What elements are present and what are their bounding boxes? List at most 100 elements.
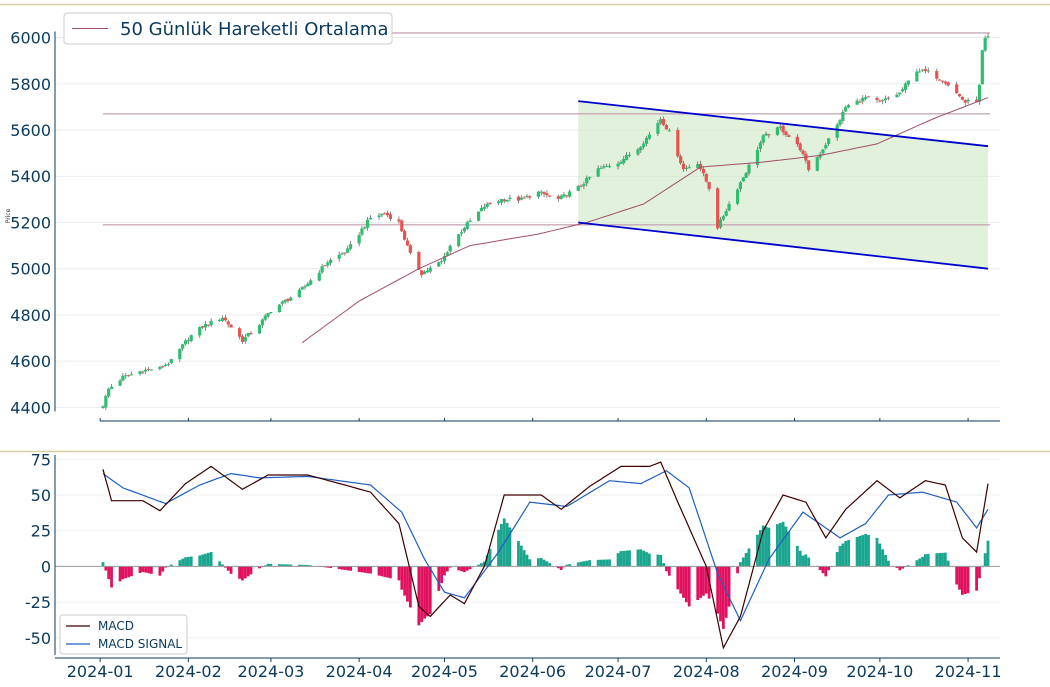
candle-body [104, 395, 108, 408]
macd-histogram-bar [206, 552, 210, 567]
macd-histogram-bar [576, 562, 580, 567]
macd-histogram-bar [867, 534, 870, 567]
macd-histogram-bar [568, 564, 572, 567]
macd-histogram-bar [443, 566, 446, 576]
macd-histogram-bar [835, 552, 839, 567]
macd-histogram-bar [329, 566, 333, 569]
macd-histogram-bar [110, 566, 113, 588]
macd-histogram-bar [283, 564, 287, 567]
macd-histogram-bar [460, 566, 463, 572]
macd-histogram-bar [457, 566, 461, 571]
candle-body [636, 149, 640, 155]
candle-body [559, 195, 563, 200]
macd-histogram-bar [505, 522, 509, 567]
macd-histogram-bar [747, 548, 751, 567]
macd-histogram-bar [741, 557, 745, 567]
macd-histogram-bar [986, 540, 990, 567]
macd-histogram-bar [337, 566, 341, 570]
candle-body [525, 195, 529, 197]
candle-body [320, 266, 324, 273]
macd-histogram-bar [445, 566, 449, 572]
candle-body [499, 198, 503, 203]
macd-histogram-bar [667, 566, 671, 576]
macd-histogram-bar [579, 561, 583, 567]
macd-histogram-bar [642, 550, 646, 567]
candle-body [397, 219, 401, 222]
price-legend-box [63, 12, 393, 45]
price-tick-label: 5000 [10, 260, 51, 279]
candle-body [926, 70, 930, 72]
candle-body [835, 124, 839, 138]
candle-body [966, 99, 970, 102]
candle-body [866, 96, 871, 98]
candle-body [203, 324, 208, 328]
macd-histogram-bar [363, 566, 367, 573]
macd-histogram-bar [380, 566, 384, 577]
macd-histogram-bar [858, 535, 862, 567]
macd-histogram-bar [517, 541, 520, 567]
macd-histogram-bar [423, 566, 426, 619]
macd-histogram-bar [684, 566, 688, 603]
macd-histogram-bar [556, 566, 560, 569]
macd-histogram-bar [978, 566, 981, 579]
macd-histogram-bar [588, 560, 592, 567]
candle-body [440, 261, 444, 263]
price-tick-label: 5800 [10, 75, 51, 94]
macd-histogram-bar [841, 543, 845, 567]
candle-body [846, 105, 851, 108]
candle-body [588, 176, 592, 179]
macd-histogram-bar [926, 553, 930, 567]
candle-body [383, 213, 387, 215]
candle-body [297, 289, 301, 298]
candle-body [755, 149, 760, 165]
macd-histogram-bar [758, 530, 762, 567]
candle-body [448, 245, 452, 252]
candle-body [468, 220, 472, 222]
macd-histogram-bar [346, 566, 350, 571]
candle-body [895, 94, 899, 98]
macd-histogram-bar [807, 557, 811, 567]
candle-body [528, 196, 532, 198]
macd-histogram-bar [201, 554, 204, 567]
macd-histogram-bar [656, 554, 660, 567]
macd-histogram-bar [659, 555, 663, 567]
candle-body [858, 101, 862, 103]
macd-histogram-bar [602, 559, 606, 567]
macd-histogram-bar [915, 560, 919, 567]
candle-body [229, 324, 233, 328]
macd-tick-label: 0 [41, 557, 51, 576]
candle-body [761, 135, 765, 143]
candle-body [107, 388, 111, 397]
macd-histogram-bar [582, 561, 586, 567]
candle-body [505, 199, 509, 202]
macd-histogram-bar [258, 566, 261, 569]
candle-body [465, 222, 469, 229]
macd-histogram-bar [699, 566, 702, 598]
candle-body [747, 164, 751, 174]
candle-body [246, 333, 250, 337]
candle-body [257, 325, 262, 334]
candle-body [642, 143, 646, 148]
macd-histogram-bar [178, 560, 182, 567]
candle-body [807, 160, 811, 171]
macd-line [102, 461, 989, 650]
candle-body [300, 287, 304, 290]
macd-histogram-bar [918, 558, 922, 567]
macd-histogram-bar [477, 564, 481, 567]
candle-body [209, 320, 213, 326]
x-tick-label: 2024-11 [935, 662, 1002, 681]
macd-histogram-bar [875, 537, 879, 567]
macd-histogram-bar [138, 566, 142, 573]
macd-histogram-bar [164, 566, 168, 568]
candle-body [920, 69, 925, 71]
candle-body [178, 348, 182, 360]
macd-histogram-bar [246, 566, 250, 577]
candle-body [562, 194, 566, 197]
candle-body [198, 326, 202, 336]
macd-histogram-bar [204, 553, 207, 567]
candle-body [667, 130, 671, 132]
candle-body [366, 219, 370, 228]
price-axis-label: Price [5, 208, 12, 223]
candle-body [679, 156, 683, 164]
candle-body [818, 154, 822, 158]
